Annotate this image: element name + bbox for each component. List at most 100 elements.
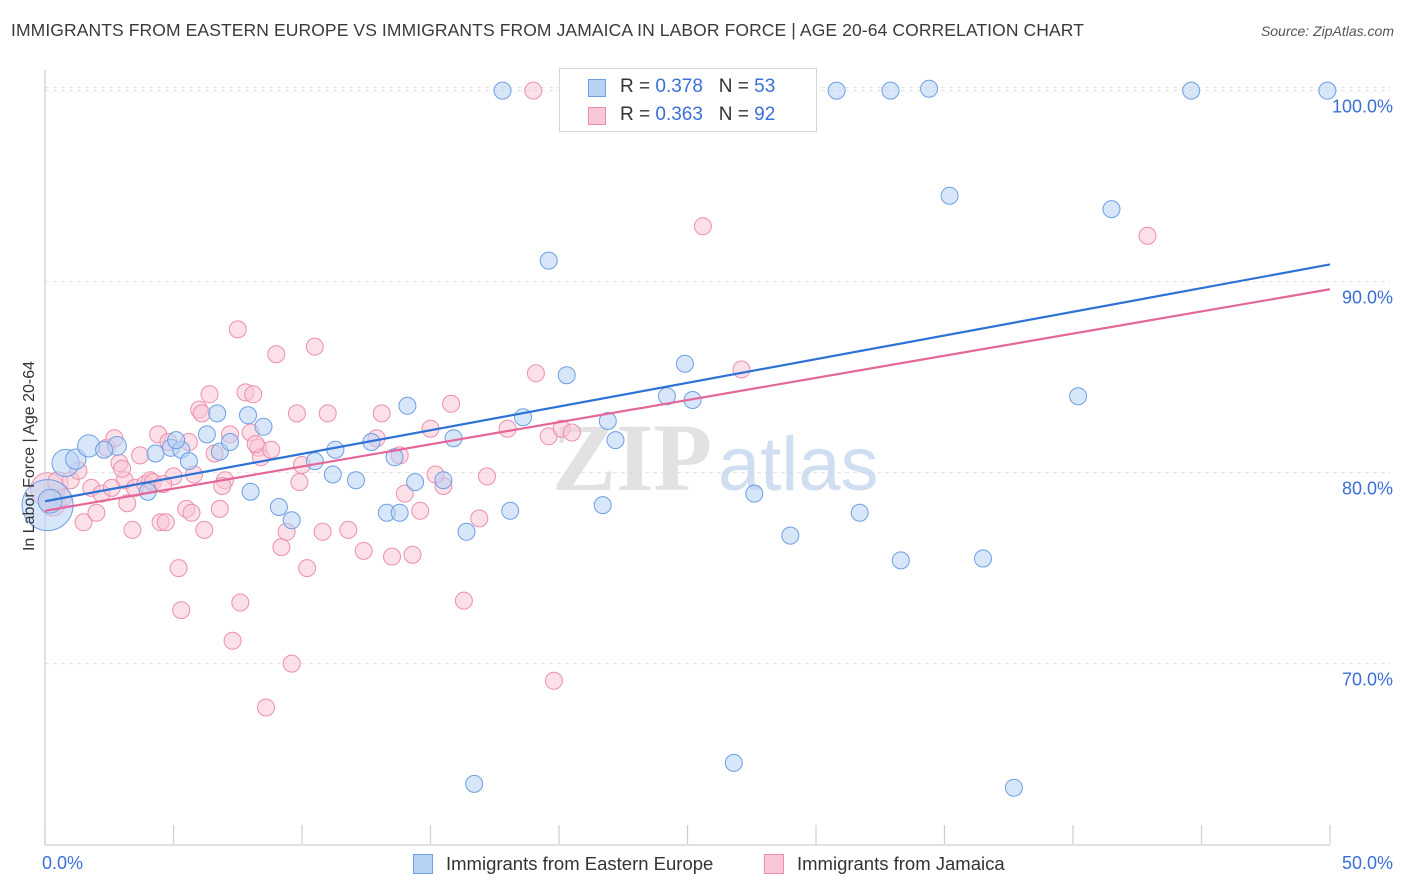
data-point bbox=[920, 79, 939, 98]
data-point bbox=[598, 412, 617, 430]
data-point bbox=[1102, 200, 1121, 219]
data-point bbox=[290, 473, 309, 492]
data-point bbox=[197, 425, 216, 444]
r-value: 0.363 bbox=[655, 104, 703, 125]
data-point bbox=[724, 753, 743, 772]
data-point bbox=[257, 698, 275, 717]
grid-lines bbox=[45, 87, 1390, 665]
blue-swatch bbox=[413, 854, 433, 874]
data-point bbox=[87, 503, 106, 522]
legend-row-jamaica: R = 0.363 N = 92 bbox=[560, 101, 816, 131]
blue-swatch bbox=[588, 79, 606, 97]
r-label: R = bbox=[620, 76, 656, 97]
y-tick-label: 90.0% bbox=[1342, 288, 1393, 308]
data-point bbox=[200, 385, 219, 404]
source-label: Source: ZipAtlas.com bbox=[1260, 23, 1394, 39]
legend-label: Immigrants from Jamaica bbox=[797, 853, 1005, 874]
data-point bbox=[192, 404, 211, 423]
data-point bbox=[118, 494, 137, 513]
data-point bbox=[239, 406, 257, 425]
data-point bbox=[195, 520, 214, 539]
data-point bbox=[881, 81, 900, 100]
n-label: N = bbox=[718, 104, 755, 125]
data-point bbox=[305, 337, 324, 356]
data-point bbox=[267, 345, 286, 364]
watermark-atlas: atlas bbox=[718, 422, 879, 507]
data-point bbox=[406, 473, 425, 492]
data-point bbox=[210, 499, 229, 518]
data-point bbox=[593, 496, 612, 515]
data-point bbox=[113, 459, 132, 478]
data-point bbox=[465, 774, 484, 793]
data-point bbox=[269, 498, 288, 516]
data-point bbox=[1069, 387, 1088, 406]
data-point bbox=[323, 465, 342, 484]
y-tick-label: 100.0% bbox=[1332, 97, 1393, 117]
data-point bbox=[1318, 81, 1337, 100]
data-point bbox=[246, 435, 265, 453]
y-tick-label: 70.0% bbox=[1342, 670, 1393, 690]
series-legend: Immigrants from Eastern Europe Immigrant… bbox=[0, 852, 1406, 878]
axis-labels: 70.0% 80.0% 90.0% 100.0% 0.0% 50.0% In Labor F… bbox=[21, 97, 1393, 873]
jamaica-points bbox=[30, 81, 1157, 717]
data-point bbox=[262, 440, 281, 459]
y-tick-label: 80.0% bbox=[1342, 479, 1393, 499]
data-point bbox=[146, 444, 165, 463]
data-point bbox=[385, 448, 404, 467]
pink-swatch bbox=[764, 854, 784, 874]
data-point bbox=[498, 419, 517, 438]
data-point bbox=[781, 526, 800, 545]
data-point bbox=[398, 396, 417, 415]
data-point bbox=[179, 452, 198, 471]
data-point bbox=[169, 559, 188, 578]
y-axis-title: In Labor Force | Age 20-64 bbox=[21, 361, 38, 551]
data-point bbox=[434, 471, 453, 490]
correlation-legend: R = 0.378 N = 53 R = 0.363 N = 92 bbox=[559, 68, 817, 132]
data-point bbox=[354, 541, 373, 560]
data-point bbox=[693, 217, 712, 236]
data-point bbox=[478, 467, 496, 486]
data-point bbox=[974, 549, 992, 568]
data-point bbox=[606, 431, 625, 450]
data-point bbox=[231, 593, 250, 612]
data-point bbox=[395, 484, 414, 503]
trend-lines bbox=[44, 263, 1331, 512]
data-point bbox=[282, 654, 301, 673]
x-tick-label: 0.0% bbox=[42, 853, 83, 873]
chart-title: IMMIGRANTS FROM EASTERN EUROPE VS IMMIGR… bbox=[11, 20, 1084, 40]
data-point bbox=[313, 522, 332, 541]
data-point bbox=[182, 503, 201, 522]
trend-line-eastern-europe bbox=[44, 263, 1331, 503]
data-point bbox=[470, 509, 489, 528]
data-point bbox=[347, 471, 365, 490]
data-point bbox=[403, 545, 422, 564]
data-point bbox=[745, 484, 764, 503]
data-point bbox=[272, 538, 291, 557]
data-point bbox=[156, 513, 175, 532]
data-point bbox=[557, 366, 576, 385]
data-point bbox=[457, 522, 476, 541]
data-point bbox=[228, 320, 247, 339]
data-point bbox=[221, 433, 239, 451]
data-point bbox=[524, 81, 543, 100]
data-point bbox=[282, 511, 301, 530]
data-point bbox=[526, 364, 545, 383]
watermark: ZIP atlas bbox=[552, 404, 879, 511]
data-point bbox=[95, 440, 114, 459]
data-point bbox=[454, 591, 473, 610]
data-point bbox=[442, 394, 461, 413]
data-point bbox=[562, 423, 581, 442]
axes bbox=[44, 70, 1331, 846]
data-point bbox=[444, 429, 463, 448]
data-point bbox=[493, 81, 512, 100]
pink-swatch bbox=[588, 107, 606, 125]
data-point bbox=[287, 404, 306, 423]
data-point bbox=[1004, 778, 1023, 797]
data-point bbox=[254, 417, 273, 436]
data-point bbox=[1182, 81, 1201, 100]
data-point bbox=[732, 360, 751, 379]
data-point bbox=[675, 354, 694, 373]
data-point bbox=[339, 520, 358, 539]
data-point bbox=[850, 503, 869, 522]
